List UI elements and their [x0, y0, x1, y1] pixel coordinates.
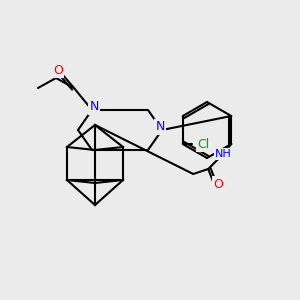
Text: O: O — [213, 178, 223, 190]
Text: N: N — [89, 100, 99, 113]
Text: NH: NH — [215, 149, 232, 159]
Text: Cl: Cl — [197, 137, 209, 151]
Text: N: N — [155, 121, 165, 134]
Text: O: O — [53, 64, 63, 76]
